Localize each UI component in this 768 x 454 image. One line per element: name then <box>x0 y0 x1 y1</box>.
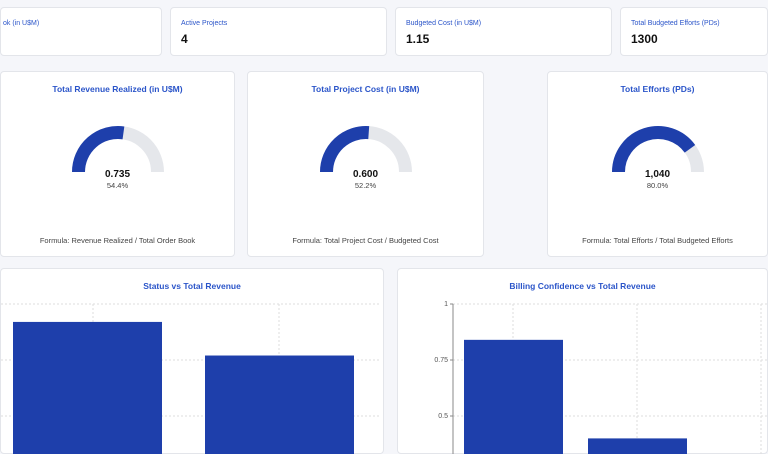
kpi-value: 1300 <box>631 32 658 46</box>
kpi-card-order-book: ok (in U$M) <box>0 7 162 56</box>
kpi-label: Budgeted Cost (in U$M) <box>406 20 482 27</box>
chart-title: Billing Confidence vs Total Revenue <box>509 281 656 291</box>
gauge-title: Total Efforts (PDs) <box>620 84 695 94</box>
chart-title: Status vs Total Revenue <box>143 281 241 291</box>
gauge-title: Total Revenue Realized (in U$M) <box>52 84 183 94</box>
chart-card-status-revenue: Status vs Total Revenue <box>0 268 384 454</box>
gauge-formula: Formula: Total Project Cost / Budgeted C… <box>292 236 439 245</box>
kpi-card-budgeted-cost: Budgeted Cost (in U$M) 1.15 <box>395 7 612 56</box>
bar <box>13 321 162 454</box>
gauge-card-project-cost: Total Project Cost (in U$M) 0.600 52.2% … <box>247 71 484 257</box>
kpi-label: Total Budgeted Efforts (PDs) <box>631 20 720 27</box>
y-tick-label: 0.75 <box>434 357 448 364</box>
gauge-arc <box>71 126 164 172</box>
gauge-value: 1,040 <box>644 169 671 180</box>
gauge-percent: 80.0% <box>646 181 669 190</box>
gauge-value: 0.735 <box>104 169 131 180</box>
gauge-card-efforts: Total Efforts (PDs) 1,040 80.0% Formula:… <box>547 71 768 257</box>
status-revenue-chart <box>1 303 379 454</box>
bar <box>588 438 687 454</box>
gauge-fill <box>71 126 124 172</box>
gauge-fill <box>611 126 695 172</box>
gauge-formula: Formula: Revenue Realized / Total Order … <box>39 236 196 245</box>
chart-card-billing-revenue: Billing Confidence vs Total Revenue 1 0.7… <box>397 268 768 454</box>
kpi-value: 1.15 <box>406 32 430 46</box>
billing-revenue-chart: 1 0.75 0.5 <box>434 301 767 454</box>
bar <box>464 339 563 454</box>
gauge-arc <box>319 126 412 172</box>
gauge-fill <box>319 126 369 172</box>
gauge-percent: 52.2% <box>354 181 377 190</box>
gauge-percent: 54.4% <box>106 181 129 190</box>
gauge-card-revenue-realized: Total Revenue Realized (in U$M) 0.735 54… <box>0 71 235 257</box>
bar <box>205 355 354 454</box>
kpi-label: ok (in U$M) <box>3 20 40 27</box>
kpi-card-budgeted-efforts: Total Budgeted Efforts (PDs) 1300 <box>620 7 768 56</box>
y-tick-label: 0.5 <box>438 413 448 420</box>
kpi-card-active-projects: Active Projects 4 <box>170 7 387 56</box>
gauge-title: Total Project Cost (in U$M) <box>311 84 420 94</box>
y-tick-label: 1 <box>444 301 448 308</box>
kpi-value: 4 <box>181 32 188 46</box>
gauge-formula: Formula: Total Efforts / Total Budgeted … <box>582 236 733 245</box>
gauge-value: 0.600 <box>352 169 379 180</box>
gauge-arc <box>611 126 704 172</box>
kpi-label: Active Projects <box>181 20 228 27</box>
